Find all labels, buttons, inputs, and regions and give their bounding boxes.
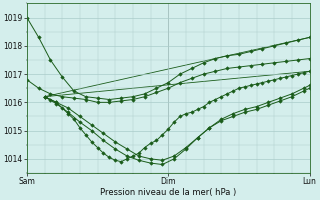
X-axis label: Pression niveau de la mer( hPa ): Pression niveau de la mer( hPa ) [100,188,236,197]
